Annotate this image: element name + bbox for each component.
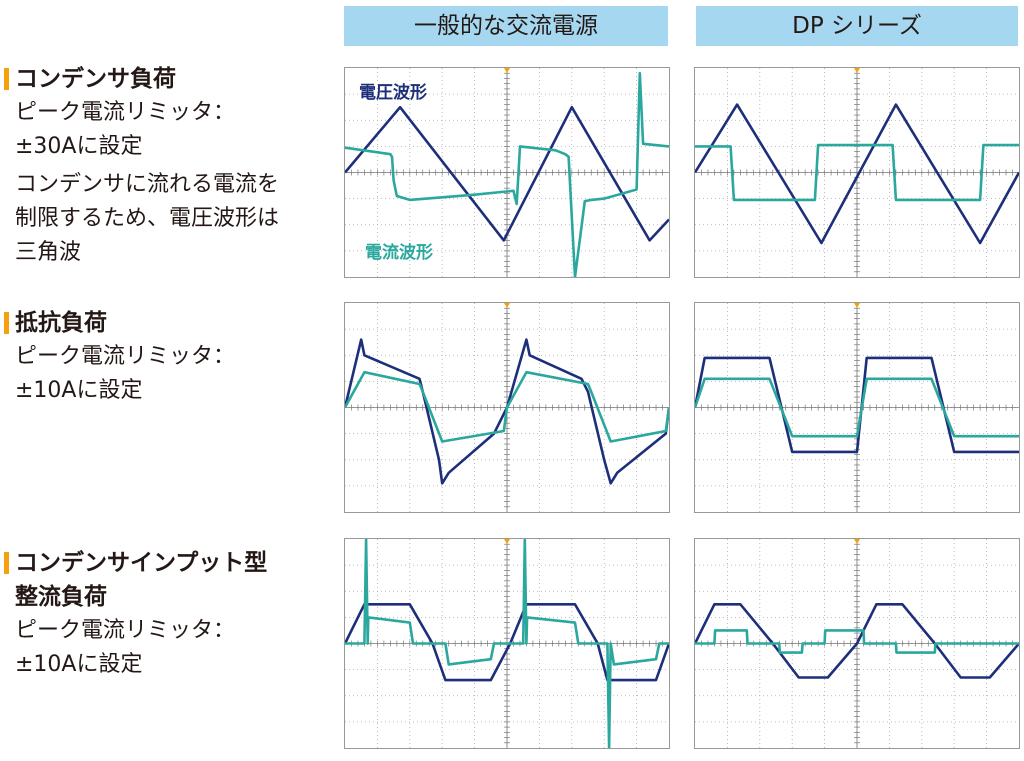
trigger-marker [504,68,510,73]
row-title-line: 整流負荷 [15,584,107,610]
trigger-marker [504,303,510,308]
waveform-chart [345,303,669,512]
desc-line: ±30Aに設定 [15,134,143,159]
row-description: ピーク電流リミッタ： ±10Aに設定 [15,340,334,408]
waveform-chart [695,68,1019,277]
scope-dp-resistive [694,302,1020,513]
scope-conventional-rectifier [344,538,670,749]
desc-line: ピーク電流リミッタ： [15,618,236,643]
trigger-marker [854,68,860,73]
current-waveform [345,370,669,443]
voltage-waveform [695,103,1019,245]
desc-line: ±10Aに設定 [15,652,143,677]
desc-line: ±10Aに設定 [15,378,143,403]
voltage-waveform [345,105,669,242]
row-label-resistive-load: 抵抗負荷 ピーク電流リミッタ： ±10Aに設定 [4,306,334,408]
voltage-waveform-label: 電圧波形 [359,83,427,103]
marker-bar [4,552,9,574]
scope-dp-capacitor [694,67,1020,278]
row-title: コンデンサインプット型 整流負荷 [4,546,334,614]
current-waveform [695,629,1019,654]
waveform-chart [695,539,1019,748]
desc-line: 三角波 [15,240,82,265]
trigger-marker [854,539,860,544]
marker-bar [4,312,9,334]
row-title: 抵抗負荷 [4,306,334,340]
desc-line: 制限するため、電圧波形は [15,206,280,231]
current-waveform [695,377,1019,438]
scope-conventional-capacitor: 電圧波形 電流波形 [344,67,670,278]
waveform-chart [695,303,1019,512]
desc-line: ピーク電流リミッタ： [15,100,236,125]
current-waveform-label: 電流波形 [365,243,433,263]
voltage-waveform [695,603,1019,679]
row-title: コンデンサ負荷 [4,62,334,96]
row-title-line: コンデンサインプット型 [15,550,268,576]
scope-conventional-resistive [344,302,670,513]
current-waveform [345,539,669,748]
marker-bar [4,68,9,90]
row-label-rectifier-load: コンデンサインプット型 整流負荷 ピーク電流リミッタ： ±10Aに設定 [4,546,334,682]
row-title-line: コンデンサ負荷 [15,66,176,92]
desc-line: コンデンサに流れる電流を [15,172,280,197]
column-header-dp-series: DP シリーズ [696,6,1018,46]
row-label-capacitor-load: コンデンサ負荷 ピーク電流リミッタ： ±30Aに設定 コンデンサに流れる電流を … [4,62,334,270]
column-header-conventional: 一般的な交流電源 [344,6,668,46]
current-waveform [695,143,1019,202]
waveform-chart [345,68,669,277]
current-waveform [345,71,669,277]
row-description: ピーク電流リミッタ： ±30Aに設定 コンデンサに流れる電流を 制限するため、電… [15,96,334,270]
scope-dp-rectifier [694,538,1020,749]
row-title-line: 抵抗負荷 [15,310,107,336]
trigger-marker [504,539,510,544]
row-description: ピーク電流リミッタ： ±10Aに設定 [15,614,334,682]
desc-line: ピーク電流リミッタ： [15,344,236,369]
trigger-marker [854,303,860,308]
waveform-chart [345,539,669,748]
